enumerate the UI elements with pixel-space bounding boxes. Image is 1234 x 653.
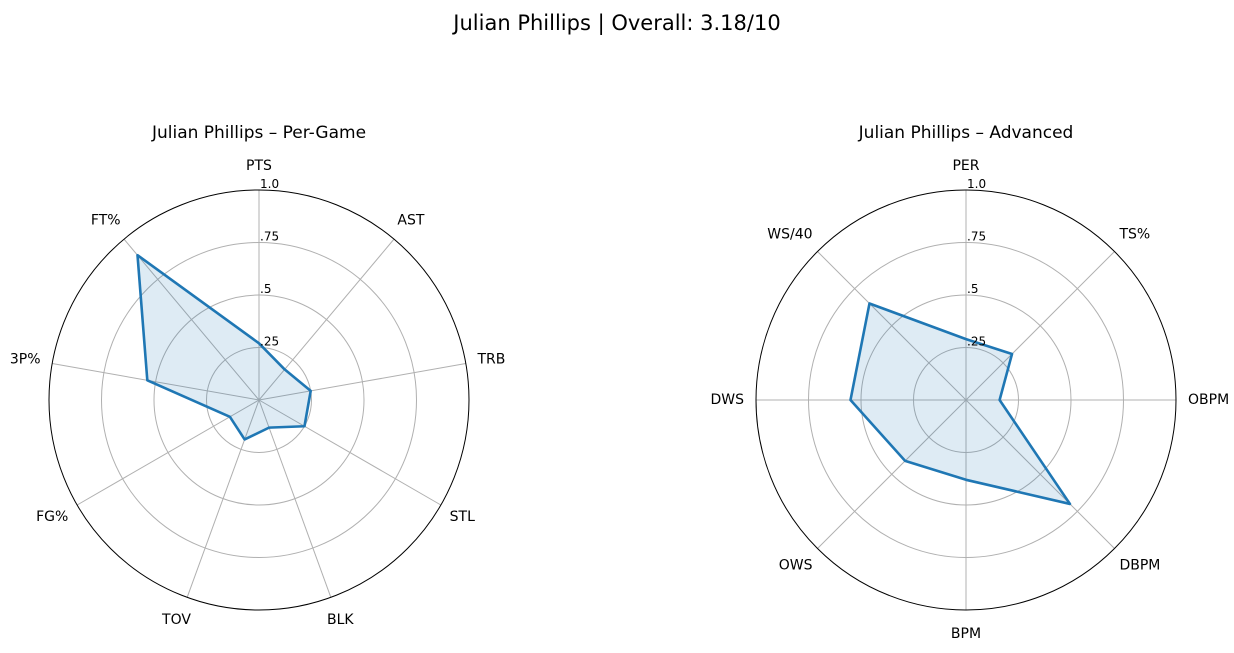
series-line-per-game xyxy=(136,253,313,441)
radial-tick-label: .75 xyxy=(967,230,986,244)
figure-suptitle: Julian Phillips | Overall: 3.18/10 xyxy=(451,11,780,36)
spoke-3p-pct xyxy=(52,363,260,401)
axis-label-trb: TRB xyxy=(476,351,505,367)
radial-tick-label: 1.0 xyxy=(967,177,986,191)
axis-label-dbpm: DBPM xyxy=(1119,557,1160,573)
data-point-ft-pct xyxy=(136,253,140,257)
radial-tick-label: .75 xyxy=(260,230,279,244)
axis-label-ft-pct: FT% xyxy=(91,213,121,229)
radar-chart-per-game: Julian Phillips – Per-Game .25 .5 .75 1.0 PT… xyxy=(10,123,505,628)
radar-chart-advanced: Julian Phillips – Advanced .25 .5 .75 1.0 PE… xyxy=(710,123,1229,642)
data-point-ws-40 xyxy=(867,301,871,305)
axis-label-dws: DWS xyxy=(710,392,744,408)
radial-tick-label: .5 xyxy=(260,282,271,296)
data-point-ast xyxy=(283,367,287,371)
axis-label-obpm: OBPM xyxy=(1188,392,1229,408)
spoke-blk xyxy=(258,399,332,598)
data-point-bpm xyxy=(964,478,968,482)
radial-tick-label: 1.0 xyxy=(260,177,279,191)
data-point-3p-pct xyxy=(145,378,149,382)
polar-frame xyxy=(48,189,470,611)
radial-tick-label: .25 xyxy=(967,335,986,349)
axis-label-ast: AST xyxy=(397,213,424,229)
data-point-tov xyxy=(243,437,247,441)
data-point-dws xyxy=(849,398,853,402)
data-point-stl xyxy=(302,424,306,428)
spoke-ws-40 xyxy=(817,251,967,401)
axis-label-ows: OWS xyxy=(779,557,813,573)
chart-title-per-game: Julian Phillips – Per-Game xyxy=(151,123,366,143)
axis-label-per: PER xyxy=(952,158,979,174)
axis-label-tov: TOV xyxy=(161,612,191,628)
data-point-blk xyxy=(267,426,271,430)
spoke-ast xyxy=(258,238,395,401)
series-area-per-game xyxy=(137,255,311,440)
data-point-obpm xyxy=(998,398,1002,402)
spoke-ows xyxy=(817,399,967,549)
axis-label-blk: BLK xyxy=(327,612,354,628)
data-point-ows xyxy=(903,459,907,463)
axis-label-3p-pct: 3P% xyxy=(10,351,41,367)
spoke-stl xyxy=(258,399,442,506)
data-point-fg-pct xyxy=(228,415,232,419)
axis-label-ts-pct: TS% xyxy=(1118,227,1150,243)
series-line-advanced xyxy=(849,302,1072,506)
spoke-tov xyxy=(186,399,260,598)
spoke-trb xyxy=(258,363,466,401)
spoke-ft-pct xyxy=(123,238,260,401)
data-point-trb xyxy=(309,389,313,393)
spoke-dbpm xyxy=(965,399,1115,549)
spoke-ts-pct xyxy=(965,251,1115,401)
axis-label-fg-pct: FG% xyxy=(36,509,68,525)
data-point-dbpm xyxy=(1068,502,1072,506)
axis-label-pts: PTS xyxy=(246,158,272,174)
axis-label-ws-40: WS/40 xyxy=(767,227,812,243)
radial-tick-label: .5 xyxy=(967,282,978,296)
data-point-ts-pct xyxy=(1010,352,1014,356)
axis-label-bpm: BPM xyxy=(951,626,981,642)
chart-title-advanced: Julian Phillips – Advanced xyxy=(858,123,1074,143)
series-area-advanced xyxy=(850,303,1070,504)
polar-frame xyxy=(755,189,1177,611)
radial-tick-label: .25 xyxy=(260,335,279,349)
axis-label-stl: STL xyxy=(450,509,475,525)
